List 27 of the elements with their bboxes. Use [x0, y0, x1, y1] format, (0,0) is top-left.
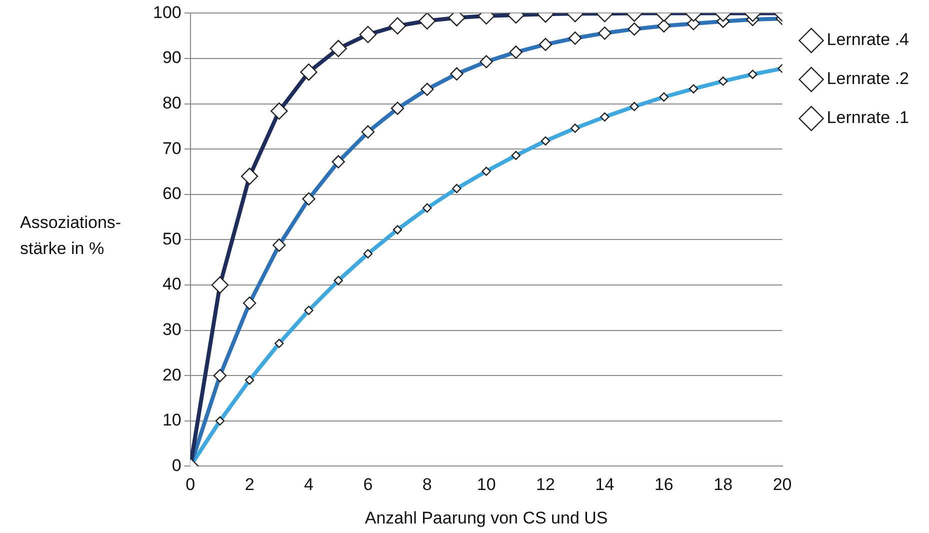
- y-tick-label: 50: [162, 229, 182, 248]
- legend-label: Lernrate .2: [826, 69, 910, 88]
- x-tick-label: 18: [714, 475, 733, 494]
- y-tick-label: 80: [162, 93, 182, 112]
- x-axis-title: Anzahl Paarung von CS und US: [364, 508, 608, 528]
- x-tick-label: 12: [536, 475, 555, 494]
- y-tick-label: 90: [162, 48, 182, 68]
- x-tick-label: 8: [422, 475, 432, 494]
- x-tick-label: 20: [772, 475, 792, 494]
- x-tick-label: 6: [363, 475, 373, 494]
- y-tick-label: 100: [152, 2, 182, 22]
- x-tick-label: 14: [595, 475, 614, 494]
- legend-label: Lernrate .1: [826, 108, 910, 128]
- y-tick-label: 0: [172, 456, 182, 475]
- x-tick-label: 0: [186, 475, 196, 494]
- y-tick-label: 30: [162, 320, 182, 339]
- x-tick-label: 10: [476, 475, 496, 494]
- y-tick-label: 60: [162, 184, 182, 204]
- x-tick-label: 2: [244, 475, 254, 494]
- y-tick-label: 40: [162, 274, 182, 294]
- legend-label: Lernrate .4: [826, 30, 910, 50]
- y-tick-label: 70: [162, 138, 182, 158]
- x-tick-label: 16: [654, 475, 674, 494]
- y-tick-label: 10: [162, 410, 182, 430]
- x-tick-label: 4: [304, 475, 314, 494]
- y-axis-title: Assoziations- stärke in %: [20, 212, 122, 260]
- y-tick-label: 20: [162, 365, 182, 384]
